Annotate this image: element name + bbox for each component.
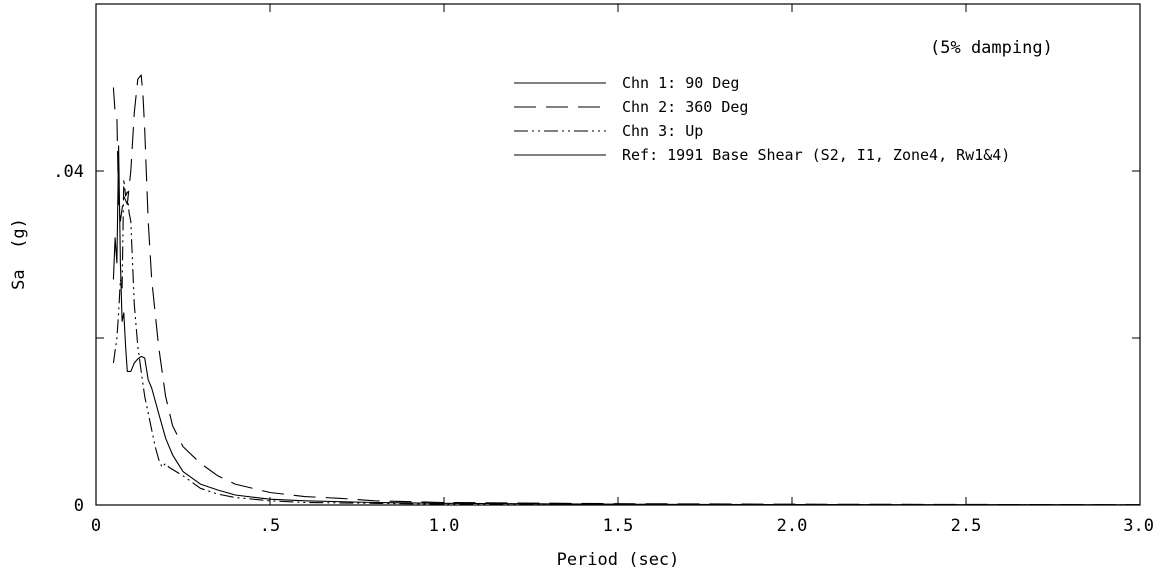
series-line-3 <box>112 178 1141 506</box>
series-line-2 <box>112 74 1141 506</box>
legend-label-3: Chn 3: Up <box>622 122 703 140</box>
y-axis-title: Sa (g) <box>9 218 29 290</box>
series-line-1 <box>112 145 1141 506</box>
y-tick-label: 0 <box>74 496 84 516</box>
x-axis-title: Period (sec) <box>557 550 680 570</box>
damping-note: (5% damping) <box>930 38 1053 58</box>
series-layer <box>112 74 1141 506</box>
x-tick-label: 1.0 <box>429 516 460 536</box>
y-tick-label: .04 <box>53 162 84 182</box>
plot-frame <box>95 3 1141 506</box>
x-tick-label: 2.5 <box>951 516 982 536</box>
x-tick-label: .5 <box>260 516 280 536</box>
legend: Chn 1: 90 Deg Chn 2: 360 Deg Chn 3: Up Ref:… <box>514 74 1010 164</box>
x-tick-label: 2.0 <box>777 516 808 536</box>
x-tick-label: 1.5 <box>603 516 634 536</box>
x-axis: 0 .5 1.0 1.5 2.0 2.5 3.0 <box>91 4 1154 536</box>
x-tick-label: 3.0 <box>1123 516 1154 536</box>
legend-label-2: Chn 2: 360 Deg <box>622 98 748 116</box>
legend-label-4: Ref: 1991 Base Shear (S2, I1, Zone4, Rw1… <box>622 146 1010 164</box>
legend-label-1: Chn 1: 90 Deg <box>622 74 739 92</box>
x-tick-label: 0 <box>91 516 101 536</box>
y-axis: 0.04 <box>53 162 1140 516</box>
